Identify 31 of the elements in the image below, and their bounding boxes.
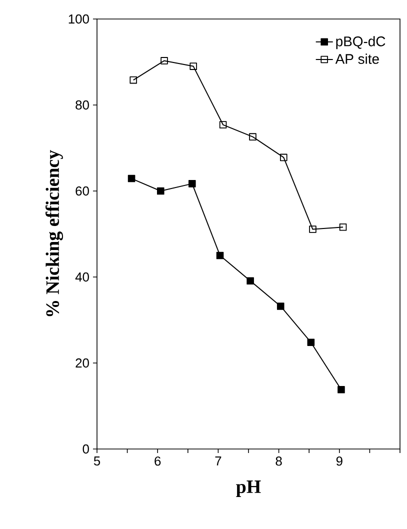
point bbox=[128, 174, 136, 182]
y-tick-label: 20 bbox=[76, 358, 89, 368]
x-tick-label: 8 bbox=[276, 456, 282, 466]
point bbox=[246, 277, 254, 285]
x-tick-label: 7 bbox=[215, 456, 222, 466]
point bbox=[280, 154, 288, 162]
x-tick-label: 5 bbox=[94, 456, 100, 466]
legend-label: pBQ-dC bbox=[336, 36, 386, 50]
point bbox=[307, 338, 315, 346]
point bbox=[338, 386, 345, 394]
x-axis-title: pH bbox=[236, 480, 261, 497]
point bbox=[130, 76, 138, 84]
y-axis-title: % Nicking efficiency bbox=[46, 150, 64, 316]
point bbox=[216, 252, 224, 260]
point bbox=[219, 121, 227, 128]
point bbox=[339, 223, 347, 231]
x-tick-label: 6 bbox=[154, 456, 161, 466]
y-tick-label: 0 bbox=[82, 444, 89, 454]
y-tick-label: 100 bbox=[68, 14, 89, 24]
point bbox=[160, 57, 168, 64]
y-tick-label: 60 bbox=[76, 186, 89, 196]
y-tick-label: 80 bbox=[76, 100, 89, 110]
point bbox=[249, 133, 256, 140]
point bbox=[276, 302, 284, 310]
point bbox=[309, 226, 316, 233]
point bbox=[156, 187, 164, 195]
legend-label: AP site bbox=[335, 54, 379, 64]
point bbox=[188, 180, 196, 188]
y-tick-label: 40 bbox=[75, 272, 89, 282]
x-tick-label: 9 bbox=[336, 456, 342, 466]
point bbox=[190, 62, 197, 70]
